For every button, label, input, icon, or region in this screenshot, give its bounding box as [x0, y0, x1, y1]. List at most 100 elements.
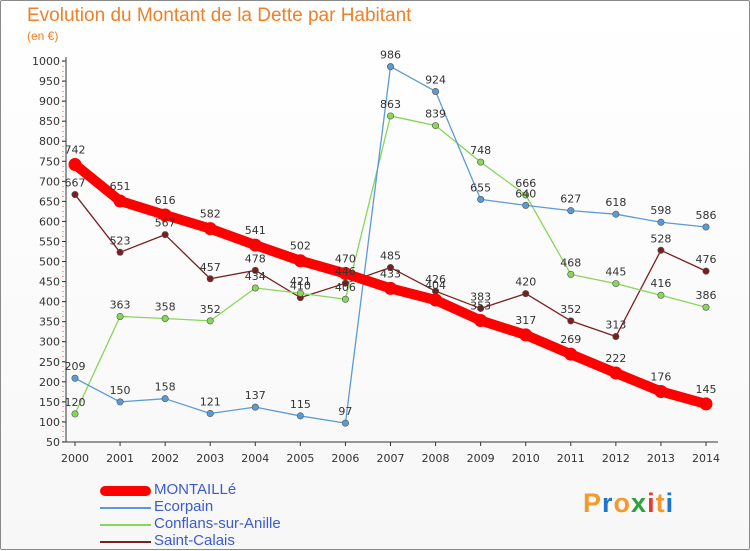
data-label: 433 — [380, 267, 401, 280]
y-tick-label: 50 — [46, 436, 60, 449]
data-label: 145 — [696, 383, 717, 396]
x-tick-label: 2014 — [692, 452, 720, 465]
y-tick-label: 450 — [39, 276, 60, 289]
x-tick-label: 2013 — [647, 452, 675, 465]
x-tick-label: 2008 — [422, 452, 450, 465]
data-point — [654, 384, 668, 398]
data-point — [251, 403, 259, 411]
legend-label: Saint-Calais — [154, 532, 235, 549]
x-tick-label: 2001 — [106, 452, 134, 465]
data-point — [702, 223, 710, 231]
data-point — [161, 231, 169, 239]
data-label: 420 — [515, 276, 536, 289]
data-label: 528 — [650, 232, 671, 245]
y-tick-label: 400 — [39, 296, 60, 309]
legend-swatch — [100, 524, 151, 526]
data-label: 115 — [290, 398, 311, 411]
y-tick-label: 650 — [39, 195, 60, 208]
data-label: 618 — [605, 196, 626, 209]
data-label: 416 — [650, 277, 671, 290]
data-label: 317 — [515, 314, 536, 327]
x-tick-label: 2011 — [557, 452, 585, 465]
data-label: 502 — [290, 240, 311, 253]
data-label: 404 — [425, 279, 446, 292]
chart-title: Evolution du Montant de la Dette par Hab… — [27, 5, 412, 26]
x-tick-label: 2005 — [286, 452, 314, 465]
x-tick-label: 2010 — [512, 452, 540, 465]
logo-letter: P — [583, 488, 603, 518]
logo-letter: o — [613, 488, 632, 518]
x-tick-label: 2009 — [467, 452, 495, 465]
data-label: 476 — [696, 253, 717, 266]
y-tick-label: 150 — [39, 396, 60, 409]
data-label: 640 — [515, 187, 536, 200]
x-tick-label: 2000 — [61, 452, 89, 465]
data-label: 222 — [605, 352, 626, 365]
data-label: 457 — [200, 261, 221, 274]
data-point — [522, 290, 530, 298]
data-label: 742 — [65, 143, 86, 156]
data-label: 97 — [338, 405, 352, 418]
y-tick-label: 550 — [39, 235, 60, 248]
data-point — [113, 194, 127, 208]
data-label: 748 — [470, 144, 491, 157]
data-label: 924 — [425, 73, 446, 86]
legend-label: MONTAILLé — [154, 481, 237, 498]
data-label: 666 — [515, 177, 536, 190]
data-point — [657, 246, 665, 254]
data-label: 209 — [65, 360, 86, 373]
logo-letter: i — [665, 488, 675, 518]
data-label: 586 — [696, 209, 717, 222]
legend-swatch — [100, 507, 151, 509]
logo-letter: x — [631, 488, 648, 518]
data-point — [702, 267, 710, 275]
data-point — [564, 347, 578, 361]
data-label: 353 — [470, 299, 491, 312]
y-tick-label: 850 — [39, 115, 60, 128]
data-point — [567, 207, 575, 215]
data-point — [522, 201, 530, 209]
y-tick-label: 700 — [39, 175, 60, 188]
data-point — [296, 412, 304, 420]
data-point — [296, 289, 304, 297]
legend-swatch — [100, 486, 151, 496]
data-label: 358 — [155, 300, 176, 313]
data-point — [161, 314, 169, 322]
logo-letter: t — [655, 488, 666, 518]
data-point — [609, 366, 623, 380]
data-point — [251, 284, 259, 292]
x-tick-label: 2007 — [377, 452, 405, 465]
data-point — [432, 87, 440, 95]
data-label: 410 — [290, 280, 311, 293]
data-label: 176 — [650, 370, 671, 383]
data-labels: 667 523 567 457 478 410 446 485 426 383 420 352 313 5… — [65, 49, 717, 419]
data-label: 121 — [200, 396, 221, 409]
data-point — [386, 63, 394, 71]
x-tick-label: 2006 — [331, 452, 359, 465]
data-point — [206, 410, 214, 418]
data-point — [699, 397, 713, 411]
y-tick-label: 100 — [39, 416, 60, 429]
data-point — [567, 270, 575, 278]
data-point — [158, 208, 172, 222]
data-label: 863 — [380, 98, 401, 111]
data-label: 986 — [380, 49, 401, 62]
chart-unit: (en €) — [27, 29, 59, 43]
data-label: 150 — [110, 384, 131, 397]
data-point — [567, 317, 575, 325]
y-tick-label: 950 — [39, 75, 60, 88]
data-label: 839 — [425, 108, 446, 121]
data-point — [702, 303, 710, 311]
data-label: 363 — [110, 298, 131, 311]
data-point — [386, 264, 394, 272]
data-label: 406 — [335, 281, 356, 294]
logo-letter: r — [602, 488, 614, 518]
data-point — [116, 398, 124, 406]
data-label: 616 — [155, 194, 176, 207]
data-point — [161, 395, 169, 403]
data-label: 352 — [560, 303, 581, 316]
logo-letter: i — [647, 488, 656, 518]
data-point — [477, 304, 485, 312]
data-label: 421 — [290, 275, 311, 288]
